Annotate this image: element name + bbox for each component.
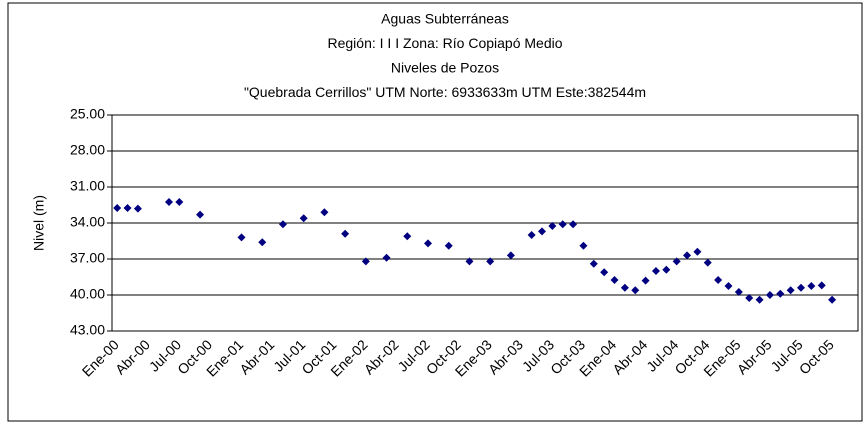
marker <box>765 291 774 299</box>
marker <box>486 257 495 266</box>
marker <box>465 257 474 266</box>
chart-title: Niveles de Pozos <box>391 60 499 76</box>
marker <box>631 286 640 295</box>
marker <box>403 232 412 241</box>
marker <box>237 233 246 242</box>
marker <box>558 220 567 229</box>
y-axis-label: Nivel (m) <box>31 195 47 251</box>
marker <box>745 294 754 302</box>
marker <box>600 268 609 277</box>
marker <box>672 257 681 266</box>
marker <box>361 257 370 266</box>
marker <box>693 247 702 256</box>
chart-title: "Quebrada Cerrillos" UTM Norte: 6933633m… <box>244 84 646 100</box>
y-tick-label: 25.00 <box>70 106 105 122</box>
marker <box>776 289 785 298</box>
y-tick-label: 34.00 <box>70 214 105 230</box>
marker <box>123 204 132 212</box>
y-tick-label: 40.00 <box>70 286 105 302</box>
chart-title: Aguas Subterráneas <box>381 11 509 27</box>
marker <box>714 276 723 284</box>
marker <box>164 198 173 206</box>
y-tick-label: 28.00 <box>70 142 105 158</box>
marker <box>196 210 205 219</box>
marker <box>786 286 795 295</box>
marker <box>641 276 650 285</box>
marker <box>683 251 692 260</box>
y-tick-label: 43.00 <box>70 322 105 338</box>
marker <box>651 267 660 275</box>
marker <box>133 204 142 213</box>
marker <box>444 241 453 250</box>
marker <box>817 281 826 290</box>
marker <box>175 198 184 206</box>
marker <box>662 265 671 274</box>
y-tick-label: 31.00 <box>70 178 105 194</box>
marker <box>579 241 588 250</box>
marker <box>569 220 578 229</box>
marker <box>258 238 267 247</box>
marker <box>734 288 743 296</box>
marker <box>703 258 712 267</box>
marker <box>807 282 816 290</box>
marker <box>828 295 837 304</box>
marker <box>299 214 308 223</box>
marker <box>320 208 329 217</box>
marker <box>755 295 764 304</box>
marker <box>548 222 557 230</box>
marker <box>589 259 598 268</box>
marker <box>278 220 287 229</box>
chart-title: Región: I I I Zona: Río Copiapó Medio <box>327 35 562 51</box>
marker <box>610 276 619 284</box>
marker <box>341 229 350 238</box>
marker <box>382 253 391 262</box>
marker <box>113 204 122 212</box>
marker <box>724 282 733 290</box>
marker <box>424 239 433 248</box>
marker <box>537 227 546 236</box>
marker <box>506 251 515 260</box>
marker <box>797 283 806 292</box>
marker <box>620 283 629 292</box>
marker <box>527 231 536 239</box>
y-tick-label: 37.00 <box>70 250 105 266</box>
